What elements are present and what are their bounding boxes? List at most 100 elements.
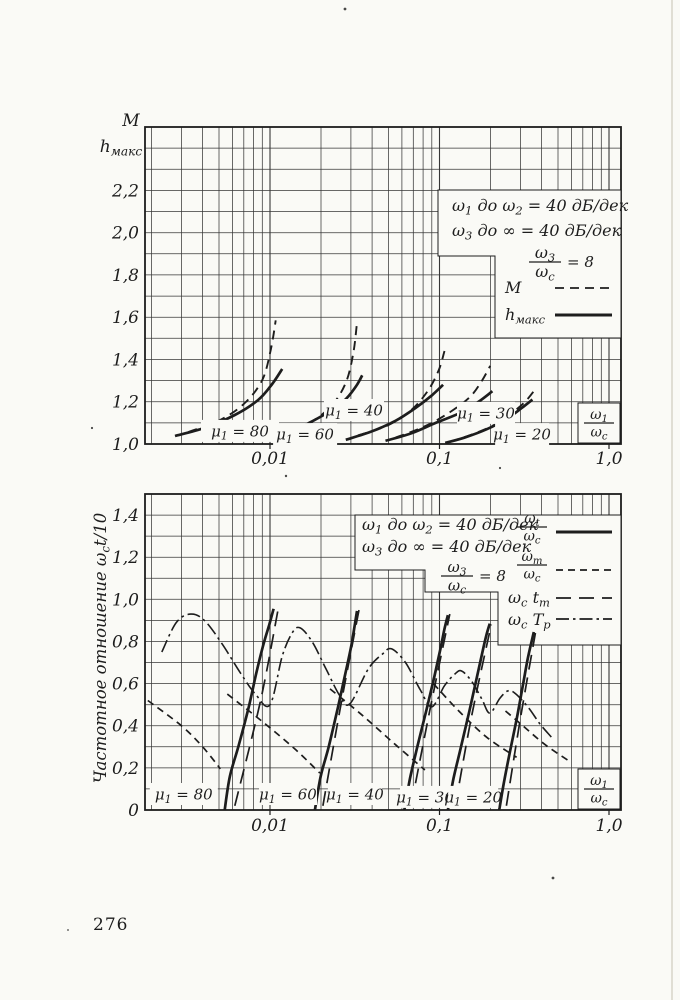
y-tick-label: 2,0 xyxy=(111,224,139,244)
scan-speck xyxy=(343,7,347,11)
curve-label: μ1 = 40 xyxy=(326,783,384,806)
y-tick-label: 1,6 xyxy=(112,308,139,328)
y-axis-title-2: hмакс xyxy=(100,137,143,159)
y-axis-title-1: M xyxy=(121,111,140,131)
x-tick-label: 1,0 xyxy=(595,449,622,469)
series-M-mu30 xyxy=(395,365,492,439)
page-number: 276 xyxy=(93,915,129,935)
frac-num: ωt xyxy=(524,511,540,529)
curve-label-text: μ1 = 60 xyxy=(259,785,317,805)
scan-speck xyxy=(551,876,555,880)
scan-speck xyxy=(90,426,94,430)
curve-label-text: μ1 = 80 xyxy=(211,422,269,442)
curve-label: μ1 = 80 xyxy=(201,419,279,443)
frac-num: ω1 xyxy=(590,773,608,791)
frac-num: ωm xyxy=(522,549,543,567)
curve-label-text: μ1 = 20 xyxy=(493,426,551,446)
legend-entry-label: hмакс xyxy=(505,305,546,327)
curve-label-box xyxy=(495,423,550,446)
x-tick-label: 0,1 xyxy=(426,449,453,469)
series-ω_tω_c-mu20 xyxy=(497,631,536,811)
curve-label: μ1 = 30 xyxy=(396,785,454,809)
curve-label-text: μ1 = 80 xyxy=(155,785,213,805)
series-ω_ct_m-mu60 xyxy=(322,609,360,806)
series xyxy=(147,607,572,811)
series-ω_mω_c-mu40 xyxy=(329,688,426,771)
curve-label-box xyxy=(259,783,317,805)
x-tick-label: 0,01 xyxy=(251,449,289,469)
frac-num: ω3 xyxy=(447,558,466,578)
curve-label: μ1 = 20 xyxy=(493,423,551,446)
y-tick-label: 0,2 xyxy=(112,759,139,779)
frac-den: ωc xyxy=(590,424,607,442)
curve-label-box xyxy=(149,783,218,805)
legend-ratio-value: = 8 xyxy=(479,567,506,585)
legend-ratio-value: = 8 xyxy=(567,253,594,271)
y-tick-label: 1,2 xyxy=(112,393,139,413)
legend-box xyxy=(437,189,622,339)
curve-label: μ1 = 20 xyxy=(444,785,503,809)
series-h_-mu30 xyxy=(385,390,494,443)
scan-speck xyxy=(498,466,502,470)
y-tick-label: 1,0 xyxy=(112,590,139,610)
curve-label-text: μ1 = 20 xyxy=(444,788,502,808)
legend-line-1: ω1 до ω2 = 40 дБ/дек xyxy=(452,196,629,218)
x-tick-label: 1,0 xyxy=(595,816,622,836)
curve-label: μ1 = 40 xyxy=(324,399,384,422)
curve-label-box xyxy=(324,399,384,421)
curve-label: μ1 = 30 xyxy=(457,401,515,425)
curve-label-box xyxy=(448,785,499,808)
x-tick-label: 0,01 xyxy=(251,816,289,836)
frac-den: ωc xyxy=(590,790,607,808)
series-ω_tω_c-mu80 xyxy=(223,608,275,811)
y-tick-label: 2,2 xyxy=(111,181,139,201)
frac-den: ωc xyxy=(523,566,540,584)
series-ω_tω_c-mu40 xyxy=(402,614,450,811)
curve-label: μ1 = 60 xyxy=(273,423,338,446)
curve-label-box xyxy=(201,419,279,442)
curve-label: μ1 = 80 xyxy=(149,783,218,806)
curve-label-text: μ1 = 30 xyxy=(396,788,454,808)
frac-den: ωc xyxy=(448,576,466,596)
series-ω_mω_c-mu80 xyxy=(147,699,222,770)
curve-label-box xyxy=(327,783,382,805)
x-tick-label: 0,1 xyxy=(426,816,453,836)
series-ω_tω_c-mu60 xyxy=(313,610,359,811)
series-ω_mω_c-mu30 xyxy=(432,683,518,759)
series-ω_ct_m-mu20 xyxy=(505,632,537,806)
series-ω_ct_m-mu30 xyxy=(454,624,493,806)
y-tick-label: 0 xyxy=(128,801,139,821)
y-tick-label: 0,8 xyxy=(112,632,139,652)
curve-label-box xyxy=(273,423,338,446)
legend-box xyxy=(354,514,622,646)
y-tick-label: 1,4 xyxy=(112,350,139,370)
series-ω_ct_m-mu80 xyxy=(233,607,280,807)
legend-line-2: ω3 до ∞ = 40 дБ/дек xyxy=(452,221,622,243)
y-tick-label: 1,0 xyxy=(112,435,139,455)
curve-label-text: μ1 = 40 xyxy=(325,401,383,421)
curve-label-box xyxy=(457,401,515,424)
curve-label-box xyxy=(400,785,450,808)
series-ω_tω_c-mu30 xyxy=(446,623,492,811)
frac-den: ωc xyxy=(535,262,555,284)
series-M-mu20 xyxy=(449,390,535,443)
y-axis-title: Частотное отношение ωct/10 xyxy=(91,513,113,783)
frac-num: ω1 xyxy=(590,407,608,425)
series-ω_cT_p xyxy=(161,613,553,738)
y-tick-label: 0,4 xyxy=(112,717,139,737)
legend-line-2: ω3 до ∞ = 40 дБ/дек xyxy=(362,537,532,559)
legend-entry-label: ωc Tp xyxy=(508,610,551,632)
legend-entry-label: ωc tm xyxy=(508,588,550,610)
series-ω_mω_c-mu20 xyxy=(504,710,572,764)
series-ω_mω_c-mu60 xyxy=(226,693,321,774)
